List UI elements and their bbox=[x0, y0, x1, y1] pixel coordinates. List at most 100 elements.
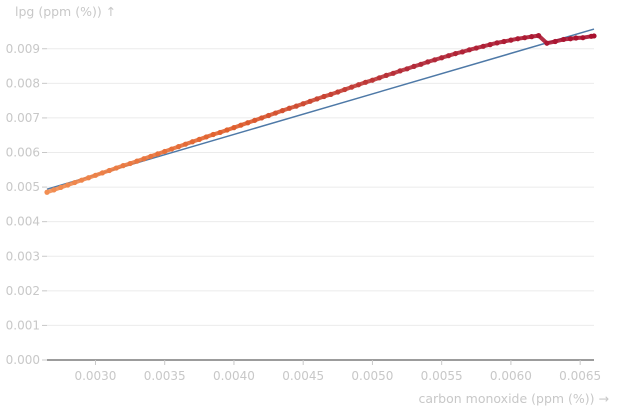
data-point bbox=[445, 53, 452, 59]
data-point bbox=[342, 86, 348, 93]
data-point bbox=[231, 125, 237, 131]
data-point bbox=[92, 172, 99, 178]
data-point bbox=[552, 38, 558, 45]
data-point bbox=[515, 36, 521, 42]
data-point bbox=[245, 120, 251, 126]
data-point bbox=[44, 189, 50, 195]
data-point bbox=[404, 66, 410, 72]
x-tick-label: 0.0055 bbox=[421, 369, 463, 383]
data-point bbox=[459, 49, 466, 55]
data-point bbox=[272, 110, 279, 116]
data-point bbox=[182, 141, 189, 147]
data-point bbox=[383, 72, 389, 78]
data-point bbox=[397, 68, 403, 74]
data-point bbox=[265, 112, 272, 119]
data-point bbox=[127, 160, 133, 167]
labels-layer: lpg (ppm (%)) ↑ carbon monoxide (ppm (%)… bbox=[15, 4, 609, 406]
data-point bbox=[591, 33, 597, 39]
x-tick-label: 0.0065 bbox=[559, 369, 601, 383]
y-tick-label: 0.007 bbox=[6, 111, 40, 125]
data-point bbox=[439, 55, 445, 61]
data-point bbox=[508, 37, 514, 43]
y-tick-label: 0.002 bbox=[6, 284, 40, 298]
data-point bbox=[238, 122, 244, 128]
data-point bbox=[536, 33, 542, 39]
data-point bbox=[328, 91, 334, 97]
data-point bbox=[58, 184, 64, 191]
data-point bbox=[335, 89, 341, 95]
data-point bbox=[376, 75, 382, 81]
data-point bbox=[99, 170, 105, 176]
data-point bbox=[321, 93, 327, 100]
x-tick-label: 0.0030 bbox=[74, 369, 116, 383]
data-point bbox=[418, 61, 424, 67]
data-point bbox=[155, 151, 161, 157]
data-point bbox=[573, 35, 579, 41]
x-tick-label: 0.0050 bbox=[351, 369, 393, 383]
data-point bbox=[196, 136, 202, 142]
data-point bbox=[120, 163, 126, 169]
data-point bbox=[175, 144, 182, 150]
data-point bbox=[432, 57, 438, 63]
y-tick-label: 0.005 bbox=[6, 180, 40, 194]
x-tick-label: 0.0035 bbox=[144, 369, 186, 383]
data-point bbox=[567, 36, 574, 42]
y-tick-label: 0.004 bbox=[6, 215, 40, 229]
data-point bbox=[217, 129, 223, 136]
data-point bbox=[203, 134, 209, 140]
data-point bbox=[189, 139, 196, 145]
data-point bbox=[65, 182, 71, 188]
data-point bbox=[369, 77, 376, 83]
y-axis-title: lpg (ppm (%)) ↑ bbox=[15, 4, 116, 19]
data-point bbox=[293, 103, 299, 109]
data-point bbox=[480, 43, 486, 49]
data-point bbox=[494, 40, 500, 46]
data-point bbox=[279, 108, 286, 114]
y-tick-label: 0.009 bbox=[6, 42, 40, 56]
data-point bbox=[411, 63, 417, 69]
data-point bbox=[522, 35, 528, 41]
data-point bbox=[560, 36, 567, 43]
grid-layer bbox=[47, 48, 594, 326]
data-point bbox=[487, 42, 493, 48]
points-layer bbox=[44, 33, 597, 195]
data-point bbox=[501, 38, 507, 45]
x-tick-label: 0.0060 bbox=[490, 369, 532, 383]
data-point bbox=[85, 175, 92, 181]
data-point bbox=[134, 158, 140, 164]
data-point bbox=[580, 35, 586, 41]
data-point bbox=[286, 105, 292, 111]
data-point bbox=[141, 156, 147, 162]
data-point bbox=[307, 98, 313, 104]
x-axis-title: carbon monoxide (ppm (%)) → bbox=[419, 391, 609, 406]
data-point bbox=[390, 70, 396, 76]
data-point bbox=[148, 153, 154, 159]
data-point bbox=[252, 117, 258, 123]
data-point bbox=[529, 34, 535, 40]
data-point bbox=[466, 47, 472, 53]
data-point bbox=[79, 177, 85, 183]
data-point bbox=[72, 179, 78, 186]
data-point bbox=[544, 40, 550, 46]
y-tick-label: 0.003 bbox=[6, 249, 40, 263]
data-point bbox=[106, 167, 112, 174]
x-tick-label: 0.0040 bbox=[213, 369, 255, 383]
y-tick-label: 0.008 bbox=[6, 76, 40, 90]
data-point bbox=[210, 131, 216, 138]
axis-layer: 0.000 0.001 0.002 0.003 0.004 0.005 0.006 0.007… bbox=[6, 42, 602, 383]
y-tick-label: 0.000 bbox=[6, 353, 40, 367]
data-point bbox=[452, 50, 459, 57]
x-tick-label: 0.0045 bbox=[282, 369, 324, 383]
data-point bbox=[314, 96, 320, 102]
data-point bbox=[169, 146, 175, 152]
data-point bbox=[51, 187, 57, 193]
data-point bbox=[425, 59, 431, 65]
data-point bbox=[259, 115, 265, 121]
data-point bbox=[300, 101, 306, 107]
data-point bbox=[349, 84, 355, 90]
y-tick-label: 0.001 bbox=[6, 318, 40, 332]
data-point bbox=[162, 148, 168, 155]
y-tick-label: 0.006 bbox=[6, 146, 40, 160]
